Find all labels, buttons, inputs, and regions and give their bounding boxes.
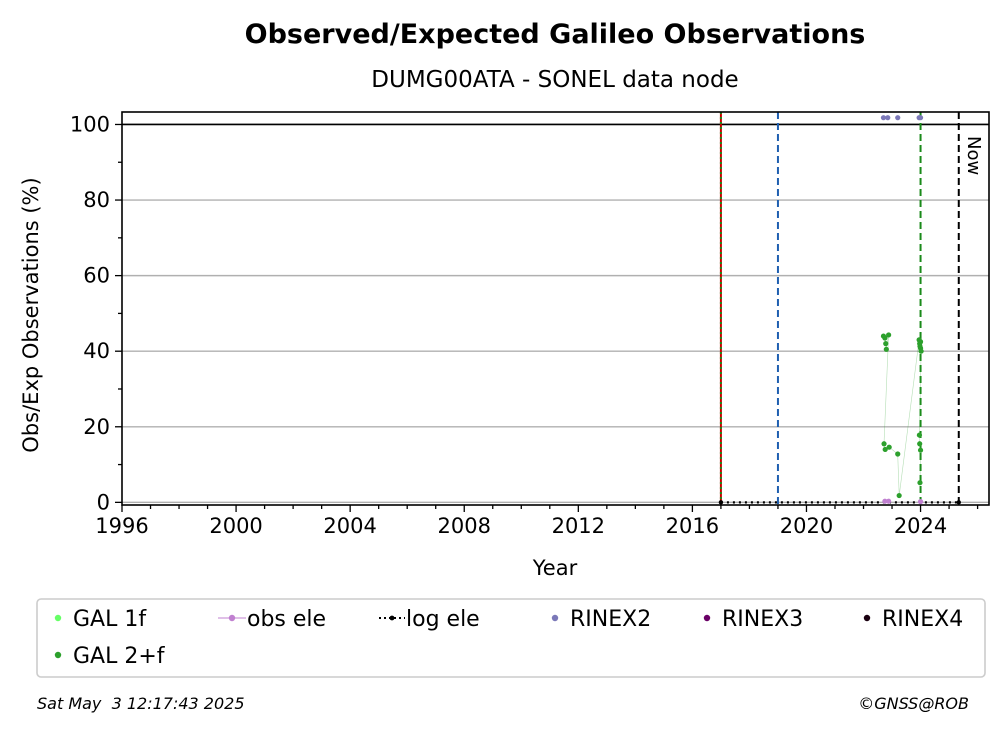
legend-label-obs-ele: obs ele: [247, 607, 326, 632]
legend-label-rinex2: RINEX2: [570, 607, 651, 632]
rinex2-point: [880, 115, 887, 121]
legend-label-rinex4: RINEX4: [882, 607, 963, 632]
chart-subtitle: DUMG00ATA - SONEL data node: [371, 67, 738, 93]
legend-label-gal-1f: GAL 1f: [73, 607, 147, 632]
footer-credit: ©GNSS@ROB: [858, 694, 969, 713]
legend-marker-log-ele: [389, 615, 395, 621]
y-tick-label: 60: [83, 264, 110, 288]
gal-2-f-point: [883, 346, 889, 352]
legend-marker-gal-1f: [54, 614, 62, 622]
now-label: Now: [963, 136, 984, 175]
rinex2-point: [895, 115, 901, 121]
gal-2-f-point: [883, 341, 889, 347]
x-tick-label: 2008: [438, 514, 491, 538]
gal-2-f-point: [882, 446, 888, 453]
legend-marker-rinex3: [703, 614, 711, 622]
chart-title: Observed/Expected Galileo Observations: [245, 19, 866, 50]
legend-marker-obs-ele: [228, 614, 236, 622]
y-tick-label: 20: [83, 415, 110, 439]
legend-marker-rinex2: [551, 614, 559, 622]
gal-2-f-point: [917, 447, 924, 453]
y-tick-label: 100: [70, 112, 110, 136]
gal-2-f-point: [917, 339, 924, 345]
x-tick-label: 2024: [894, 514, 947, 538]
x-tick-label: 2020: [780, 514, 833, 538]
x-tick-label: 2004: [323, 514, 376, 538]
x-tick-label: 1996: [95, 514, 148, 538]
y-tick-label: 0: [97, 490, 110, 514]
obs-ele-point: [882, 498, 888, 504]
legend-label-log-ele: log ele: [406, 607, 480, 632]
legend-label-gal-2-f: GAL 2+f: [73, 644, 166, 669]
rinex2-point: [885, 115, 891, 121]
plot-frame: [121, 111, 990, 506]
gal-2-f-point: [882, 335, 888, 341]
x-tick-label: 2016: [666, 514, 719, 538]
plot-area: Now 1996 2000 2004 2008 2012 2016 2020 2024 0 20 40…: [70, 111, 990, 538]
x-axis-label: Year: [532, 556, 578, 580]
obs-ele-point: [886, 498, 892, 504]
legend: GAL 1f obs ele log ele RINEX2 RINEX3 RINEX4 GA…: [36, 598, 986, 678]
log-ele-point: [718, 500, 724, 505]
y-tick-label: 80: [83, 188, 110, 212]
rinex2-point: [917, 115, 924, 121]
gal-2-f-point: [895, 451, 901, 457]
y-axis-label: Obs/Exp Observations (%): [19, 177, 43, 452]
legend-marker-rinex4: [863, 614, 871, 622]
gal-2-f-point: [916, 432, 923, 438]
gal-2-f-point: [918, 348, 924, 354]
gal-2-f-point: [886, 332, 892, 338]
legend-box: [36, 598, 986, 678]
log-ele-point: [956, 500, 961, 505]
x-tick-label: 2012: [552, 514, 605, 538]
obs-ele-point: [917, 498, 924, 505]
gal-2-f-point: [886, 444, 892, 450]
x-tick-label: 2000: [209, 514, 262, 538]
gal-2f-line: [883, 334, 922, 496]
legend-label-rinex3: RINEX3: [722, 607, 803, 632]
gal-2-f-point: [896, 492, 902, 499]
legend-marker-gal-2-f: [54, 651, 62, 659]
y-tick-label: 40: [83, 339, 110, 363]
gal-2-f-point: [917, 441, 923, 447]
gal-2-f-point: [881, 441, 887, 447]
gal-2-f-point: [917, 480, 923, 486]
footer-timestamp: Sat May 3 12:17:43 2025: [37, 694, 245, 713]
